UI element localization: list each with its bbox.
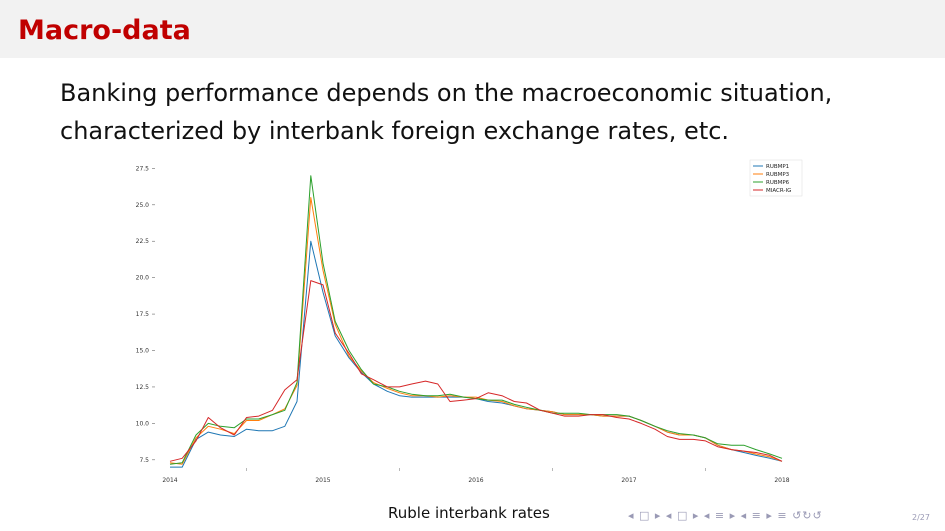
y-tick-label: 22.5 — [136, 238, 150, 245]
series-line-rubmp3 — [169, 197, 783, 465]
x-axis: 2014 2015 2016 2017 2018 — [162, 468, 790, 484]
series-line-rubmp6 — [169, 175, 783, 465]
x-tick-label: 2017 — [621, 477, 636, 484]
legend-label: RUBMP6 — [766, 180, 790, 186]
y-tick-label: 27.5 — [136, 165, 150, 172]
y-axis: 7.5 10.0 12.5 15.0 17.5 20.0 22.5 25.0 27.5 — [136, 165, 155, 464]
legend-label: RUBMP3 — [766, 172, 790, 178]
y-tick-label: 17.5 — [136, 311, 150, 318]
legend-label: MIACR-IG — [766, 188, 791, 194]
slide-title: Macro-data — [18, 15, 191, 46]
page-number: 2/27 — [912, 513, 930, 522]
figure-caption: Ruble interbank rates — [388, 504, 550, 522]
series-line-rubmp1 — [170, 240, 783, 468]
slide-body-text: Banking performance depends on the macro… — [60, 79, 833, 145]
x-tick-label: 2016 — [468, 477, 483, 484]
legend-label: RUBMP1 — [766, 164, 789, 170]
y-tick-label: 20.0 — [136, 275, 150, 282]
y-tick-label: 10.0 — [136, 420, 150, 427]
series-line-miacr-ig — [169, 280, 783, 462]
legend: RUBMP1 RUBMP3 RUBMP6 MIACR-IG — [749, 159, 803, 197]
beamer-navigation-icons[interactable]: ◂ □ ▸ ◂ □ ▸ ◂ ≡ ▸ ◂ ≡ ▸ ≡ ↺↻↺ — [628, 509, 823, 522]
y-tick-label: 7.5 — [139, 457, 149, 464]
y-tick-label: 15.0 — [136, 348, 150, 355]
y-tick-label: 12.5 — [136, 384, 150, 391]
x-tick-label: 2014 — [162, 477, 177, 484]
x-tick-label: 2015 — [315, 477, 330, 484]
chart-svg: 7.5 10.0 12.5 15.0 17.5 20.0 22.5 25.0 27.5 2014… — [136, 159, 803, 484]
x-tick-label: 2018 — [774, 477, 789, 484]
series-lines — [169, 175, 783, 468]
line-chart: 7.5 10.0 12.5 15.0 17.5 20.0 22.5 25.0 27.5 2014… — [130, 158, 820, 494]
y-tick-label: 25.0 — [136, 202, 150, 209]
title-bar: Macro-data — [0, 0, 945, 58]
